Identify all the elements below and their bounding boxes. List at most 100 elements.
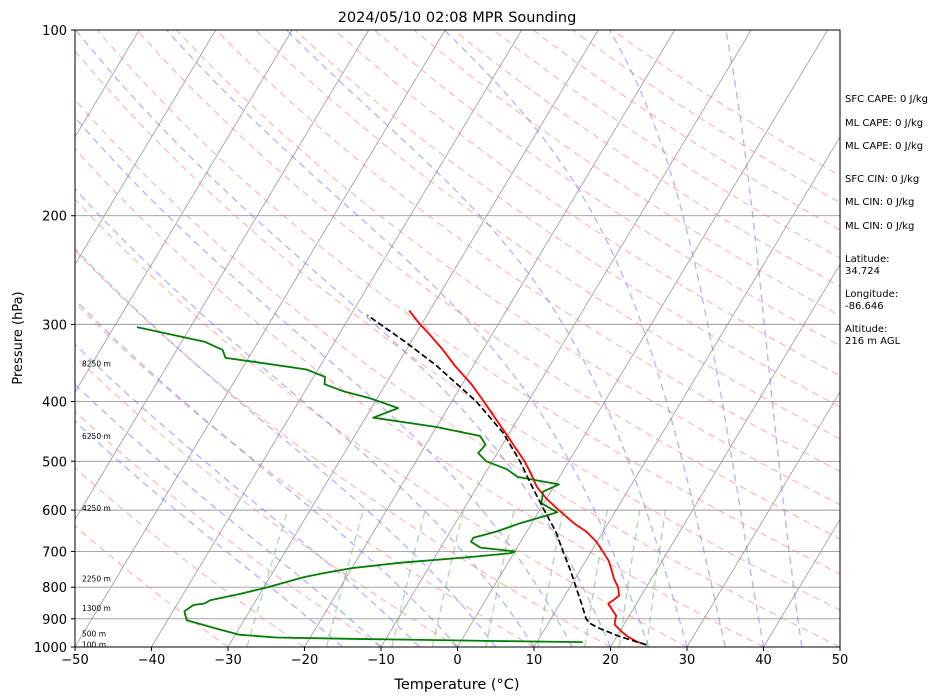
y-tick-label: 900 [42, 613, 67, 628]
moist-adiabat-line [608, 30, 765, 647]
ml-cape-text-2: ML CAPE: 0 J/kg [845, 141, 923, 152]
moist-adiabat-line [165, 30, 650, 647]
dry-adiabat-line [75, 410, 382, 647]
ml-cin-text-2: ML CIN: 0 J/kg [845, 221, 914, 232]
moist-adiabat-line [75, 188, 535, 647]
x-axis-label: Temperature (°C) [393, 677, 519, 693]
dry-adiabat-line [75, 98, 840, 647]
y-tick-label: 700 [42, 545, 67, 560]
longitude-label: Longitude: [845, 289, 898, 300]
y-tick-label: 1000 [34, 641, 67, 656]
isotherm-line [227, 30, 599, 647]
dry-adiabat-line [215, 30, 840, 473]
dry-adiabat-line [75, 198, 688, 647]
mixing-ratio-line [246, 509, 289, 647]
y-tick-label: 200 [42, 210, 67, 225]
dry-adiabat-line [373, 30, 840, 347]
y-tick-label: 800 [42, 581, 67, 596]
y-tick-label: 100 [42, 24, 67, 39]
x-tick-label: 50 [832, 653, 849, 668]
altitude-label: Altitude: [845, 324, 887, 335]
dry-adiabat-line [175, 30, 840, 506]
chart-title: 2024/05/10 02:08 MPR Sounding [338, 10, 577, 26]
x-tick-label: 0 [453, 653, 461, 668]
moist-adiabat-line [75, 116, 573, 647]
moist-adiabat-line [285, 30, 688, 647]
dry-adiabat-line [75, 249, 611, 647]
dry-adiabat-line [136, 30, 840, 540]
height-labels: 8250 m 6250 m 4250 m 2250 m 1300 m 500 m 100 m [82, 359, 111, 649]
height-label: 8250 m [82, 359, 111, 368]
isotherm-line [75, 30, 370, 521]
mixing-ratio-line [485, 509, 515, 647]
mixing-ratio-line [618, 509, 641, 647]
y-tick-label: 500 [42, 455, 67, 470]
moist-adiabat-line [75, 343, 420, 647]
isotherm-line [304, 30, 676, 647]
moist-adiabat-line [75, 420, 344, 647]
isotherm-line [457, 30, 829, 647]
dry-adiabat-line [453, 30, 840, 288]
altitude-value: 216 m AGL [845, 336, 901, 347]
x-tick-label: −40 [138, 653, 165, 668]
parcel-profile-line [366, 314, 647, 646]
series-lines [136, 310, 647, 646]
isotherm-line [686, 391, 840, 647]
dry-adiabat-line [255, 30, 840, 440]
y-axis: 1000 900 800 700 600 500 400 300 200 100 [34, 24, 75, 656]
x-tick-label: 40 [755, 653, 772, 668]
dry-adiabat-line [75, 355, 458, 647]
longitude-value: -86.646 [845, 301, 884, 312]
dry-adiabat-line [75, 524, 229, 647]
dry-adiabat-line [75, 302, 535, 647]
mixing-ratio-line [645, 509, 667, 647]
isotherm-line [380, 30, 752, 647]
isotherm-line [763, 518, 840, 647]
dry-adiabat-line [75, 147, 764, 647]
moist-adiabat-line [75, 383, 382, 647]
isotherm-line [151, 30, 523, 647]
x-tick-label: −20 [291, 653, 318, 668]
isotherm-line [75, 30, 217, 266]
x-tick-label: −10 [367, 653, 394, 668]
dry-adiabat-line [75, 466, 305, 647]
isotherm-line [610, 263, 840, 647]
ml-cin-text: ML CIN: 0 J/kg [845, 197, 914, 208]
isotherm-line [533, 136, 840, 647]
x-tick-label: 10 [526, 653, 543, 668]
isotherm-line [75, 30, 140, 138]
isotherm-line [75, 30, 446, 647]
latitude-label: Latitude: [845, 254, 890, 265]
mixing-ratio-line [325, 509, 364, 647]
y-tick-label: 300 [42, 318, 67, 333]
dry-adiabat-line [96, 30, 840, 575]
ml-cape-text: ML CAPE: 0 J/kg [845, 118, 923, 129]
mixing-ratio-line [431, 509, 465, 647]
x-tick-label: −50 [61, 653, 88, 668]
mixing-ratio-line [391, 509, 426, 647]
mixing-ratio-line [537, 509, 564, 647]
background-lines [75, 30, 840, 647]
height-label: 500 m [82, 629, 106, 638]
x-tick-label: 20 [602, 653, 619, 668]
y-tick-label: 600 [42, 504, 67, 519]
moist-adiabat-line [725, 30, 803, 647]
temperature-profile-line [408, 310, 647, 646]
height-label: 4250 m [82, 504, 111, 513]
moist-adiabat-line [443, 30, 726, 647]
side-panel: SFC CAPE: 0 J/kg ML CAPE: 0 J/kg ML CAPE… [845, 94, 928, 347]
dry-adiabat-line [75, 49, 840, 611]
height-label: 1300 m [82, 604, 111, 613]
isotherm-line [75, 30, 293, 393]
y-axis-label: Pressure (hPa) [11, 291, 26, 384]
sfc-cape-text: SFC CAPE: 0 J/kg [845, 94, 928, 105]
mixing-ratio-line [584, 509, 608, 647]
x-tick-label: 30 [679, 653, 696, 668]
x-tick-label: −30 [214, 653, 241, 668]
y-tick-label: 400 [42, 395, 67, 410]
height-label: 100 m [82, 640, 106, 649]
latitude-value: 34.724 [845, 266, 880, 277]
moist-adiabat-line [75, 30, 612, 647]
moist-adiabat-line [75, 247, 497, 647]
